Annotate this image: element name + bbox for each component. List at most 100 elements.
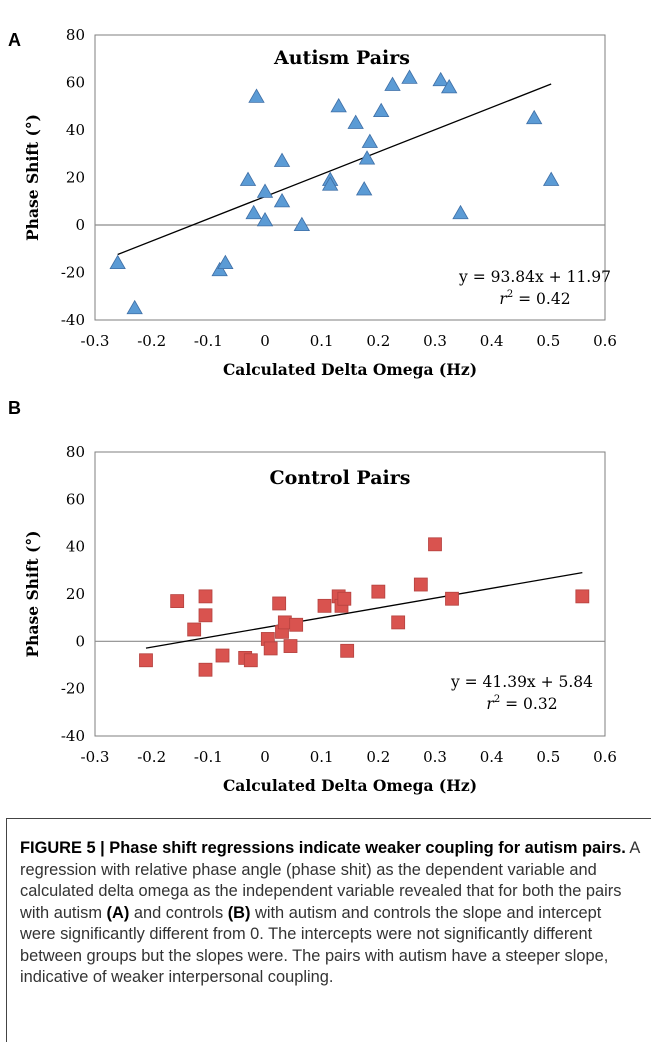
data-point-triangle xyxy=(347,114,364,129)
regression-equation: y = 41.39x + 5.84 xyxy=(450,673,593,691)
x-tick-label: 0.3 xyxy=(423,332,447,350)
data-point-triangle xyxy=(256,183,274,198)
y-tick-label: 80 xyxy=(66,26,85,44)
data-point-triangle xyxy=(372,102,390,118)
data-point-triangle xyxy=(361,133,379,148)
caption-text-2: and controls xyxy=(129,903,228,922)
y-tick-label: 40 xyxy=(66,121,85,139)
data-point-square xyxy=(198,589,213,604)
data-point-square xyxy=(170,594,185,609)
regression-equation: y = 93.84x + 11.97 xyxy=(458,268,611,286)
x-tick-label: -0.2 xyxy=(137,332,166,350)
panel-letter-a: A xyxy=(8,30,21,50)
x-tick-label: 0.4 xyxy=(480,332,504,350)
data-point-triangle xyxy=(401,69,418,84)
y-tick-label: 20 xyxy=(66,169,85,187)
superscript-2: 2 xyxy=(507,289,513,300)
x-tick-label: 0.1 xyxy=(310,332,334,350)
chart-autism-pairs: 80 60 40 20 0 -20 -40 -0.3 -0.2 -0.1 0 0.1 0.2 0.3 0.4… xyxy=(23,26,617,379)
chart-title: Autism Pairs xyxy=(273,47,410,69)
trendline xyxy=(117,83,552,256)
data-point-triangle xyxy=(384,76,401,91)
x-tick-label: 0.6 xyxy=(593,332,617,350)
y-tick-label: 60 xyxy=(66,74,85,92)
data-point-triangle xyxy=(256,211,274,227)
x-tick-label: -0.1 xyxy=(194,332,223,350)
data-point-triangle xyxy=(330,97,347,113)
data-point-square xyxy=(139,653,153,668)
x-tick-label: 0 xyxy=(260,332,270,350)
x-tick-label: 0 xyxy=(260,748,270,766)
data-point-square xyxy=(445,591,459,606)
caption-label: FIGURE 5 | Phase shift regressions indic… xyxy=(20,839,626,857)
data-point-triangle xyxy=(217,254,234,270)
figure-caption: FIGURE 5 | Phase shift regressions indic… xyxy=(20,838,640,989)
data-point-square xyxy=(575,589,590,604)
caption-text-3: with autism and controls the slope and i… xyxy=(20,903,609,987)
y-tick-label: -40 xyxy=(61,311,85,329)
x-tick-label: 0.3 xyxy=(423,748,447,766)
data-point-triangle xyxy=(358,150,376,165)
panel-letter-b: B xyxy=(8,398,21,418)
r-squared-value: = 0.32 xyxy=(500,695,557,713)
chart-title: Control Pairs xyxy=(270,467,411,489)
caption-frame xyxy=(6,818,651,1042)
x-tick-label: 0.5 xyxy=(536,748,560,766)
plot-area xyxy=(94,34,606,321)
data-point-triangle xyxy=(542,171,560,186)
data-point-square xyxy=(215,648,230,663)
x-tick-label: -0.2 xyxy=(137,748,166,766)
data-point-triangle xyxy=(109,254,126,270)
superscript-2: 2 xyxy=(494,694,500,705)
caption-ref-b: (B) xyxy=(227,903,251,922)
data-point-triangle xyxy=(245,204,262,220)
y-axis-label: Phase Shift (°) xyxy=(23,114,42,241)
r-symbol: r xyxy=(486,695,495,713)
y-tick-label: -20 xyxy=(61,680,85,698)
y-tick-label: -40 xyxy=(61,727,85,745)
data-point-square xyxy=(187,622,202,637)
data-point-square xyxy=(289,617,304,632)
data-point-square xyxy=(428,537,442,552)
y-tick-label: 80 xyxy=(66,443,85,461)
data-point-triangle xyxy=(248,88,265,103)
trendline xyxy=(145,572,583,649)
y-tick-label: 20 xyxy=(66,585,85,603)
x-tick-label: 0.6 xyxy=(593,748,617,766)
y-tick-label: 0 xyxy=(75,216,85,234)
x-tick-label: -0.1 xyxy=(194,748,223,766)
data-point-triangle xyxy=(452,204,469,220)
r-symbol: r xyxy=(499,290,508,308)
data-point-triangle xyxy=(273,152,291,167)
data-point-square xyxy=(198,608,213,623)
y-tick-label: 60 xyxy=(66,490,85,508)
x-axis-label: Calculated Delta Omega (Hz) xyxy=(223,360,477,379)
y-tick-label: 40 xyxy=(66,538,85,556)
data-point-square xyxy=(371,584,386,599)
r-squared-value: = 0.42 xyxy=(513,290,570,308)
data-point-triangle xyxy=(525,109,543,125)
x-tick-label: -0.3 xyxy=(81,332,110,350)
data-point-triangle xyxy=(126,299,143,315)
y-tick-label: -20 xyxy=(61,264,85,282)
data-point-square xyxy=(391,615,406,630)
data-point-square xyxy=(340,643,355,658)
data-point-triangle xyxy=(432,71,449,87)
r-squared-label: r2 = 0.42 xyxy=(499,289,570,308)
data-point-square xyxy=(413,577,428,592)
x-axis-label: Calculated Delta Omega (Hz) xyxy=(223,776,477,795)
caption-text-1: A regression with relative phase angle (… xyxy=(20,839,640,922)
x-tick-label: 0.2 xyxy=(366,332,390,350)
data-point-square xyxy=(337,591,352,606)
x-tick-label: 0.1 xyxy=(310,748,334,766)
data-point-triangle xyxy=(293,216,311,232)
data-point-triangle xyxy=(239,171,257,186)
y-tick-label: 0 xyxy=(75,632,85,650)
data-point-square xyxy=(317,598,332,613)
x-tick-label: -0.3 xyxy=(81,748,110,766)
r-squared-label: r2 = 0.32 xyxy=(486,694,557,713)
data-point-square xyxy=(283,639,298,653)
data-point-triangle xyxy=(273,192,291,208)
chart-control-pairs: 80 60 40 20 0 -20 -40 -0.3 -0.2 -0.1 0 0.1 0.2 0.3 0.4… xyxy=(23,443,617,795)
data-point-triangle xyxy=(440,78,458,94)
